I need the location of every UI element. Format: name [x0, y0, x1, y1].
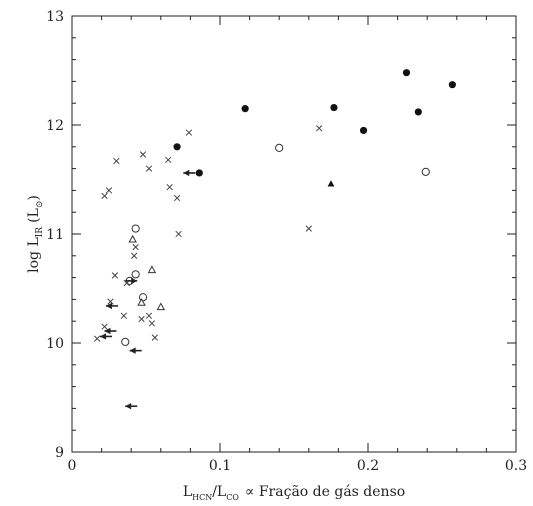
point-cross [175, 230, 182, 238]
y-tick-label: 12 [46, 118, 64, 134]
point-filled-circle [241, 105, 249, 113]
point-cross [145, 312, 153, 319]
point-arrow-left [104, 327, 117, 335]
y-tick-label: 10 [46, 336, 64, 352]
axis-ticks: 0 0.1 0.2 0.3 9 10 11 12 13 [46, 9, 527, 474]
point-open-circle [131, 270, 140, 279]
point-open-triangle [137, 298, 146, 306]
point-filled-circle [330, 103, 338, 112]
point-arrow-right [125, 277, 138, 285]
point-cross [173, 194, 181, 202]
point-open-circle [131, 224, 140, 233]
point-cross [101, 323, 108, 330]
point-open-circle [421, 167, 430, 176]
point-cross [148, 320, 156, 327]
plot-frame [71, 15, 517, 453]
point-cross [185, 129, 193, 136]
point-filled-circle [414, 108, 422, 116]
point-cross [316, 125, 323, 132]
point-filled-circle [402, 69, 411, 77]
point-filled-circle [359, 126, 368, 135]
point-cross [305, 225, 312, 232]
point-filled-circle [448, 81, 456, 89]
point-open-triangle [147, 265, 157, 274]
point-filled-circle-arrow-left [183, 169, 203, 177]
point-arrow-left [125, 403, 138, 410]
data-points [94, 69, 456, 410]
point-open-circle [275, 143, 284, 152]
point-cross [94, 335, 101, 342]
point-open-circle [121, 337, 130, 347]
x-tick-label: 0.3 [505, 458, 527, 474]
y-tick-label: 11 [46, 227, 64, 243]
point-cross [165, 156, 172, 164]
point-cross [139, 151, 147, 158]
x-axis-label: LHCN/LCO ∝ Fração de gás denso [183, 484, 405, 502]
point-cross [138, 315, 145, 323]
point-cross [107, 298, 114, 305]
point-cross [166, 183, 173, 191]
point-arrow-left [129, 347, 142, 354]
point-filled-triangle [327, 180, 335, 187]
y-tick-label: 13 [46, 9, 64, 25]
x-tick-label: 0 [68, 458, 77, 474]
point-cross [131, 252, 138, 259]
y-tick-label: 9 [55, 445, 64, 461]
point-arrow-left [105, 302, 118, 310]
point-cross [151, 334, 159, 341]
point-cross [101, 192, 108, 200]
point-open-triangle [156, 302, 166, 311]
point-cross [105, 187, 113, 194]
point-cross [113, 157, 120, 165]
y-axis-label: log LIR(L⊙) [26, 195, 45, 273]
point-filled-circle [173, 143, 181, 151]
point-cross [145, 165, 153, 172]
point-cross [111, 272, 119, 279]
point-open-triangle [128, 234, 137, 243]
x-tick-label: 0.2 [357, 458, 379, 474]
point-cross [132, 243, 139, 251]
x-tick-label: 0.1 [209, 458, 231, 474]
point-arrow-left [100, 333, 113, 340]
point-cross [120, 312, 127, 319]
point-open-circle [138, 293, 148, 302]
